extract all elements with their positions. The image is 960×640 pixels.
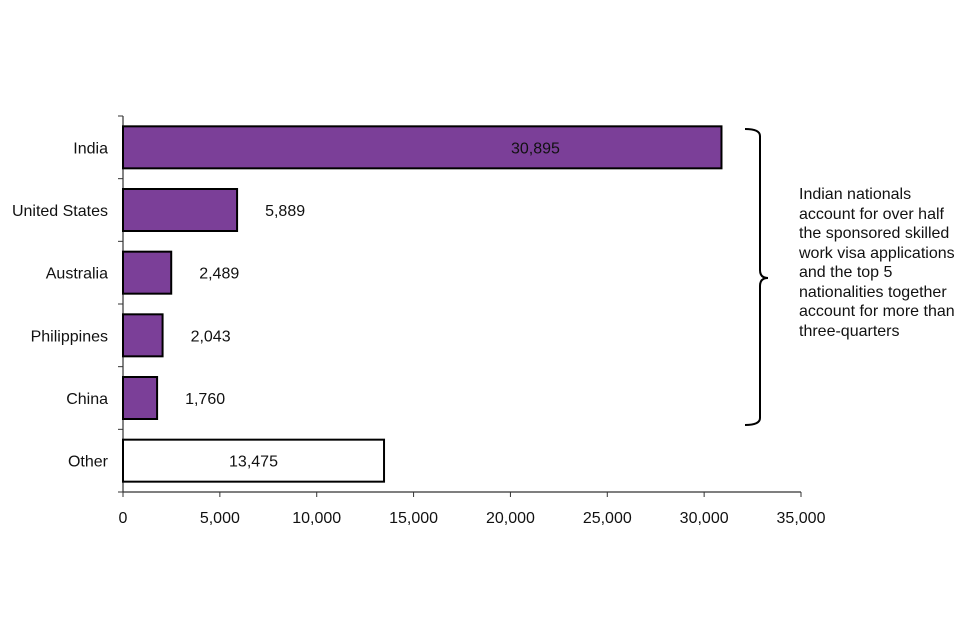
data-label: 2,489 <box>199 266 239 283</box>
category-label: Australia <box>46 266 108 283</box>
x-tick-label: 10,000 <box>292 510 341 527</box>
category-label: India <box>73 140 108 157</box>
category-label: Philippines <box>31 328 108 345</box>
data-label: 13,475 <box>229 454 278 471</box>
category-label: United States <box>12 203 108 220</box>
x-tick-label: 25,000 <box>583 510 632 527</box>
x-tick-label: 5,000 <box>200 510 240 527</box>
bar <box>122 313 164 358</box>
brace-icon <box>744 128 769 426</box>
x-tick-label: 35,000 <box>777 510 826 527</box>
data-label: 5,889 <box>265 203 305 220</box>
x-tick-label: 20,000 <box>486 510 535 527</box>
x-tick-label: 15,000 <box>389 510 438 527</box>
category-label: China <box>66 391 108 408</box>
data-label: 2,043 <box>191 328 231 345</box>
bar <box>122 438 386 483</box>
chart-annotation: Indian nationals account for over half t… <box>799 186 955 340</box>
bar <box>122 376 159 420</box>
data-label: 1,760 <box>185 391 225 408</box>
bar <box>122 250 173 295</box>
category-label: Other <box>68 454 109 471</box>
x-tick-label: 0 <box>119 510 128 527</box>
x-tick-label: 30,000 <box>680 510 729 527</box>
bar <box>122 188 239 232</box>
data-label: 30,895 <box>511 140 560 157</box>
bar <box>122 125 723 170</box>
